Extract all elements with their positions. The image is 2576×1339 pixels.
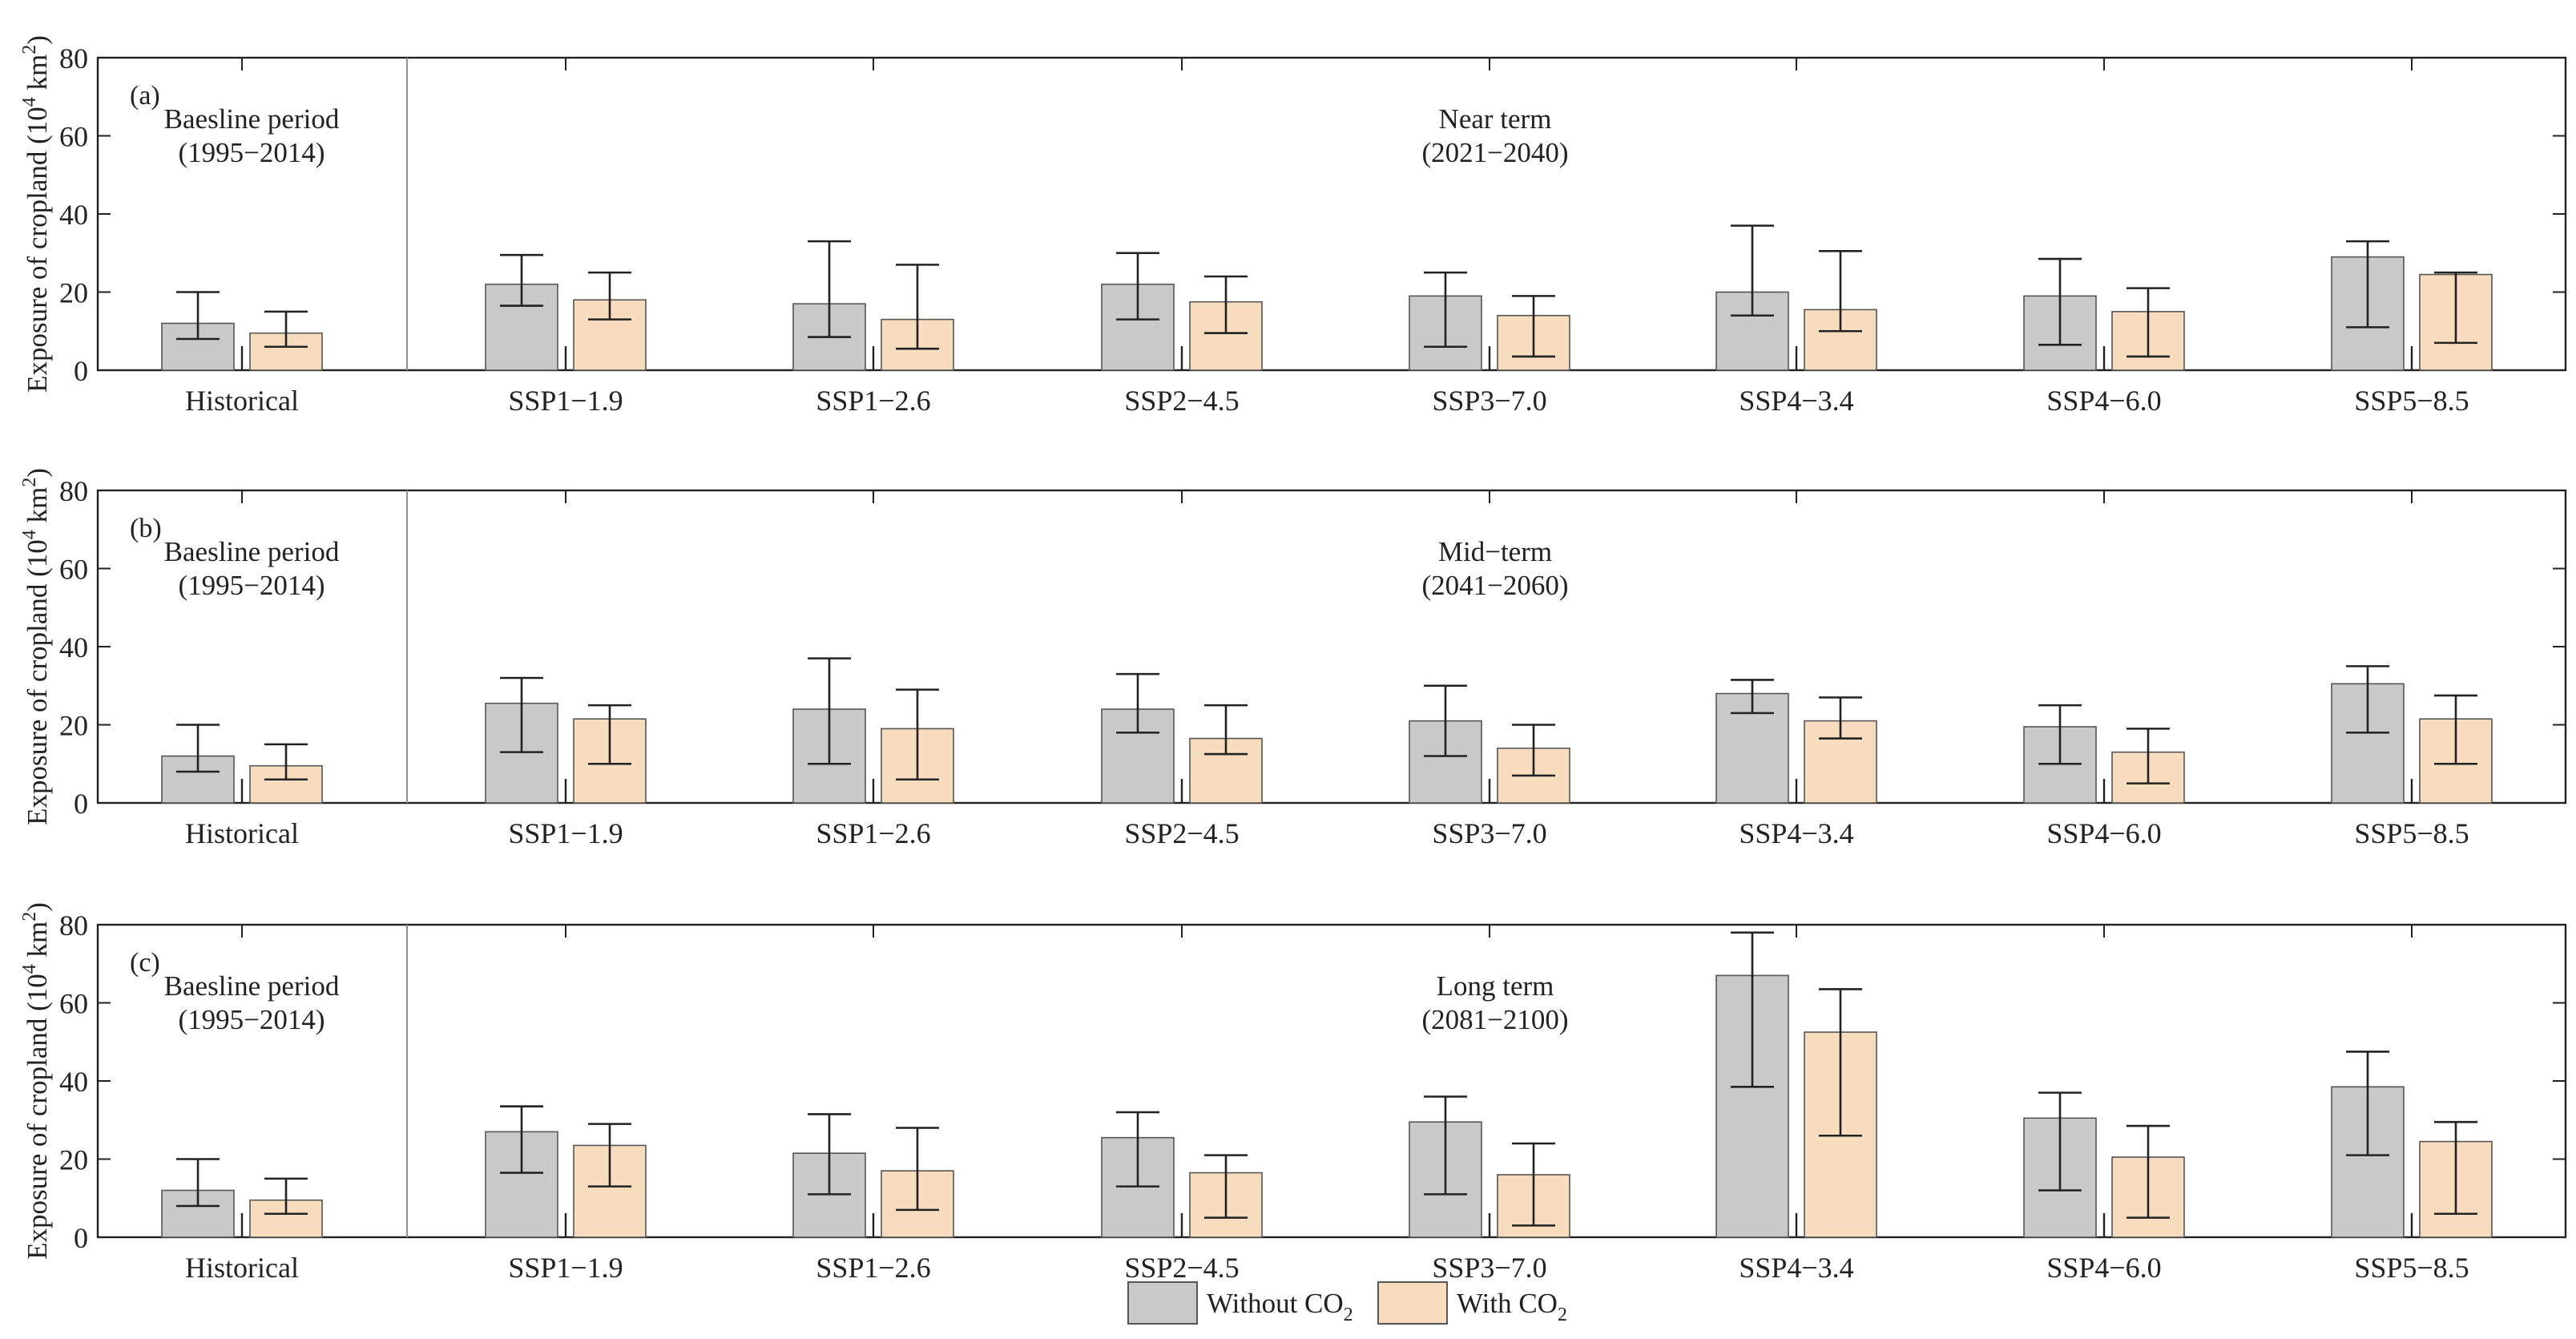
baseline-title: Baesline period	[164, 536, 340, 567]
panel-label: (b)	[130, 514, 162, 543]
plot-frame	[96, 56, 2567, 372]
y-axis-label-text: Exposure of cropland (10	[22, 539, 53, 825]
x-tick-label: SSP4−3.4	[1739, 817, 1853, 849]
legend-label-with: With CO2	[1457, 1288, 1567, 1325]
x-tick-label: SSP1−2.6	[816, 385, 930, 417]
y-axis-label-close: )	[22, 35, 53, 45]
series-with-co2	[249, 250, 2493, 371]
y-tick-label: 0	[74, 788, 88, 820]
y-tick-label: 60	[59, 554, 88, 586]
y-tick-label: 40	[59, 1066, 88, 1098]
period-years: (2021−2040)	[1421, 137, 1568, 168]
y-axis-label-exponent-2: 2	[19, 45, 40, 54]
y-tick-label: 40	[59, 199, 88, 231]
y-axis-label-unit: km	[22, 487, 53, 530]
series-with-co2	[249, 688, 2493, 804]
series-without-co2	[161, 931, 2405, 1238]
legend-label-without-text: Without CO	[1207, 1288, 1344, 1319]
x-tick-label: Historical	[185, 817, 299, 849]
plot-frame	[96, 489, 2567, 805]
baseline-years: (1995−2014)	[178, 1004, 325, 1035]
y-axis-label-exponent: 4	[19, 97, 40, 107]
baseline-title: Baesline period	[164, 103, 340, 135]
period-title: Near term	[1439, 103, 1552, 135]
x-tick-label: SSP4−3.4	[1739, 385, 1853, 417]
legend-swatch-with	[1377, 1281, 1448, 1325]
y-tick-label: 80	[59, 42, 88, 75]
period-title: Long term	[1437, 970, 1554, 1002]
bar	[161, 1189, 235, 1238]
x-tick-label: SSP2−4.5	[1124, 385, 1239, 417]
y-axis-label-exponent-2: 2	[19, 478, 40, 487]
x-tick-label: SSP2−4.5	[1124, 1252, 1239, 1284]
y-tick-label: 80	[59, 909, 88, 942]
y-tick-label: 20	[59, 1144, 88, 1176]
y-axis-label-text: Exposure of cropland (10	[22, 974, 53, 1260]
legend-label-with-text: With CO	[1457, 1288, 1558, 1319]
panel-label: (a)	[130, 81, 160, 111]
panel-label: (c)	[130, 948, 160, 978]
period-years: (2081−2100)	[1421, 1004, 1568, 1035]
x-tick-label: SSP4−3.4	[1739, 1252, 1853, 1284]
legend-label-with-subscript: 2	[1558, 1305, 1567, 1325]
x-tick-label: SSP1−2.6	[816, 1252, 930, 1284]
x-tick-label: SSP5−8.5	[2354, 385, 2469, 417]
x-tick-label: Historical	[185, 1252, 299, 1284]
x-tick-label: SSP1−2.6	[816, 817, 930, 849]
x-tick-label: SSP1−1.9	[508, 385, 623, 417]
legend: Without CO2 With CO2	[1127, 1281, 1567, 1325]
y-tick-label: 20	[59, 277, 88, 309]
x-tick-label: SSP1−1.9	[508, 1252, 623, 1284]
x-tick-label: SSP3−7.0	[1432, 385, 1546, 417]
x-tick-label: Historical	[185, 385, 299, 417]
y-tick-label: 0	[74, 355, 88, 387]
x-tick-label: SSP5−8.5	[2354, 1252, 2469, 1284]
y-axis-label-unit: km	[22, 922, 53, 964]
y-axis-label-exponent-2: 2	[19, 912, 40, 922]
series-with-co2	[249, 988, 2493, 1238]
series-without-co2	[161, 657, 2405, 804]
x-tick-label: SSP3−7.0	[1432, 817, 1546, 849]
x-tick-label: SSP4−6.0	[2046, 817, 2161, 849]
y-tick-label: 0	[74, 1222, 88, 1254]
y-axis-label-unit: km	[22, 54, 53, 97]
legend-label-without-subscript: 2	[1344, 1305, 1353, 1325]
y-axis-label-text: Exposure of cropland (10	[22, 107, 53, 393]
baseline-years: (1995−2014)	[178, 137, 325, 168]
y-axis-label-close: )	[22, 468, 53, 478]
x-tick-label: SSP3−7.0	[1432, 1252, 1546, 1284]
baseline-title: Baesline period	[164, 970, 340, 1002]
y-tick-label: 60	[59, 121, 88, 153]
series-without-co2	[161, 224, 2405, 371]
x-tick-label: SSP5−8.5	[2354, 817, 2469, 849]
x-tick-label: SSP4−6.0	[2046, 385, 2161, 417]
y-tick-label: 40	[59, 631, 88, 663]
x-tick-label: SSP1−1.9	[508, 817, 623, 849]
period-title: Mid−term	[1438, 536, 1552, 567]
y-tick-label: 80	[59, 475, 88, 507]
x-tick-label: SSP4−6.0	[2046, 1252, 2161, 1284]
baseline-years: (1995−2014)	[178, 570, 325, 601]
y-axis-label-close: )	[22, 902, 53, 912]
y-tick-label: 20	[59, 710, 88, 742]
period-years: (2041−2060)	[1421, 570, 1568, 601]
legend-label-without: Without CO2	[1207, 1288, 1353, 1325]
y-tick-label: 60	[59, 988, 88, 1020]
y-axis-label: Exposure of cropland (104 km2)	[19, 902, 53, 1260]
plot-frame	[96, 923, 2567, 1239]
x-tick-label: SSP2−4.5	[1124, 817, 1239, 849]
y-axis-label-exponent: 4	[19, 964, 40, 974]
y-axis-label-exponent: 4	[19, 530, 40, 539]
y-axis-label: Exposure of cropland (104 km2)	[19, 35, 53, 393]
legend-swatch-without	[1127, 1281, 1198, 1325]
y-axis-label: Exposure of cropland (104 km2)	[19, 468, 53, 825]
